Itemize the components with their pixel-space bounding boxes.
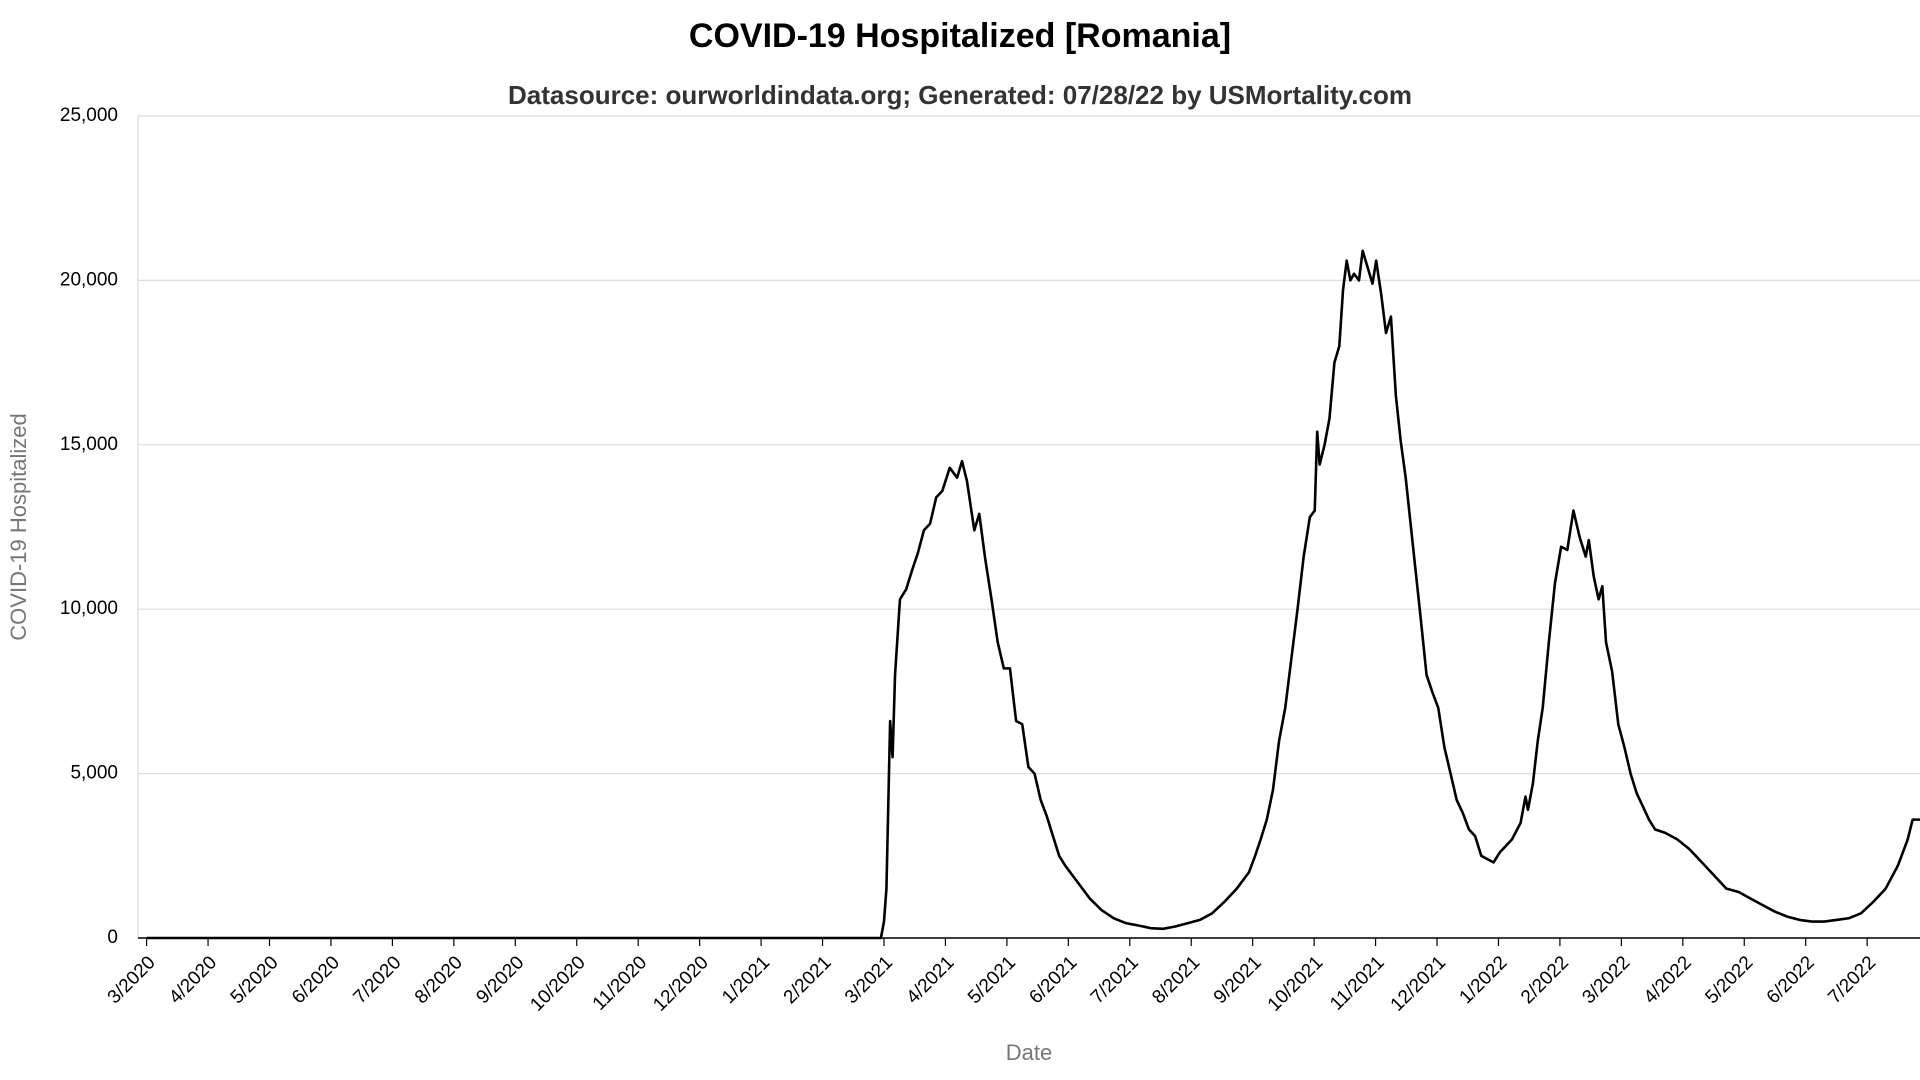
x-tick-label: 11/2021 (1326, 952, 1388, 1014)
x-tick-label: 5/2020 (227, 952, 283, 1008)
x-tick-label: 3/2021 (841, 952, 897, 1008)
x-tick-label: 5/2021 (964, 952, 1020, 1008)
x-tick-label: 1/2022 (1456, 952, 1512, 1008)
x-tick-label: 5/2022 (1701, 952, 1757, 1008)
x-tick-label: 7/2021 (1087, 952, 1143, 1008)
x-tick-label: 4/2022 (1640, 952, 1696, 1008)
data-line (146, 249, 1920, 940)
x-tick-label: 6/2020 (288, 952, 344, 1008)
x-tick-label: 7/2020 (350, 952, 406, 1008)
x-tick-label: 9/2021 (1210, 952, 1266, 1008)
x-tick-label: 3/2022 (1578, 952, 1634, 1008)
x-tick-label: 4/2021 (903, 952, 959, 1008)
x-tick-label: 10/2020 (526, 952, 589, 1015)
chart-subtitle: Datasource: ourworldindata.org; Generate… (508, 80, 1412, 110)
x-tick-label: 8/2020 (411, 952, 467, 1008)
y-tick-label: 15,000 (60, 434, 118, 455)
x-tick-label: 2/2021 (780, 952, 836, 1008)
x-tick-label: 4/2020 (165, 952, 221, 1008)
x-tick-label: 10/2021 (1264, 952, 1327, 1015)
x-tick-label: 1/2021 (718, 952, 774, 1008)
x-tick-label: 12/2021 (1387, 952, 1450, 1015)
y-tick-label: 20,000 (60, 269, 118, 290)
chart-title: COVID-19 Hospitalized [Romania] (689, 17, 1231, 55)
x-tick-label: 7/2022 (1824, 952, 1880, 1008)
x-tick-label: 9/2020 (472, 952, 528, 1008)
x-tick-label: 6/2022 (1763, 952, 1819, 1008)
x-axis-label: Date (1006, 1040, 1052, 1065)
x-tick-label: 2/2022 (1517, 952, 1573, 1008)
y-tick-label: 10,000 (60, 598, 118, 619)
y-tick-label: 5,000 (70, 763, 118, 784)
x-tick-label: 11/2020 (589, 952, 651, 1014)
x-tick-label: 8/2021 (1148, 952, 1204, 1008)
y-axis-label: COVID-19 Hospitalized (6, 413, 31, 640)
x-tick-label: 12/2020 (649, 952, 712, 1015)
x-tick-label: 6/2021 (1025, 952, 1081, 1008)
y-tick-label: 25,000 (60, 105, 118, 126)
x-tick-label: 3/2020 (104, 952, 160, 1008)
y-tick-label: 0 (107, 927, 118, 948)
